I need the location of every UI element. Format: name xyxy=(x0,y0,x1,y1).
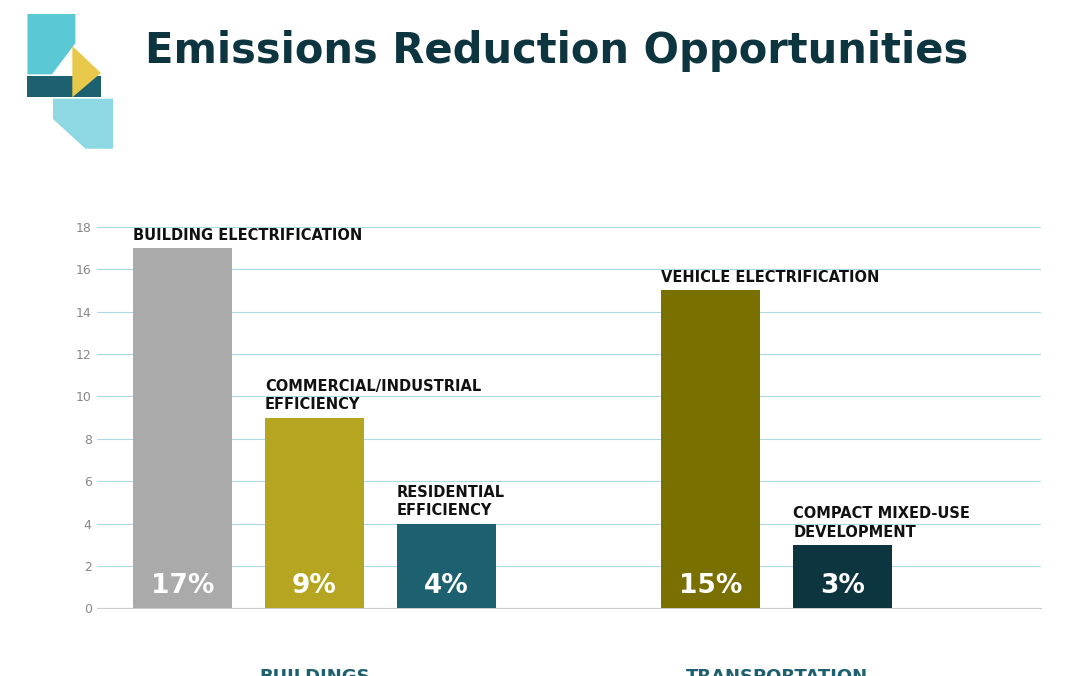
Text: COMMERCIAL/INDUSTRIAL
EFFICIENCY: COMMERCIAL/INDUSTRIAL EFFICIENCY xyxy=(265,379,481,412)
Bar xyxy=(133,248,232,608)
Polygon shape xyxy=(28,14,75,74)
Text: 15%: 15% xyxy=(679,573,743,599)
Text: Emissions Reduction Opportunities: Emissions Reduction Opportunities xyxy=(145,30,968,72)
Text: VEHICLE ELECTRIFICATION: VEHICLE ELECTRIFICATION xyxy=(661,270,880,285)
Polygon shape xyxy=(53,99,113,149)
Text: BUILDING ELECTRIFICATION: BUILDING ELECTRIFICATION xyxy=(133,228,362,243)
Text: 9%: 9% xyxy=(292,573,337,599)
Text: BUILDINGS: BUILDINGS xyxy=(260,668,370,676)
Polygon shape xyxy=(72,46,101,97)
Bar xyxy=(265,418,364,608)
Text: TRANSPORTATION: TRANSPORTATION xyxy=(686,668,868,676)
Polygon shape xyxy=(28,76,101,97)
Text: RESIDENTIAL
EFFICIENCY: RESIDENTIAL EFFICIENCY xyxy=(397,485,505,518)
Text: 4%: 4% xyxy=(424,573,469,599)
Text: COMPACT MIXED-USE
DEVELOPMENT: COMPACT MIXED-USE DEVELOPMENT xyxy=(793,506,970,539)
Bar xyxy=(793,545,893,608)
Bar xyxy=(397,524,496,608)
Text: 3%: 3% xyxy=(820,573,865,599)
Bar xyxy=(661,291,760,608)
Text: 17%: 17% xyxy=(150,573,215,599)
